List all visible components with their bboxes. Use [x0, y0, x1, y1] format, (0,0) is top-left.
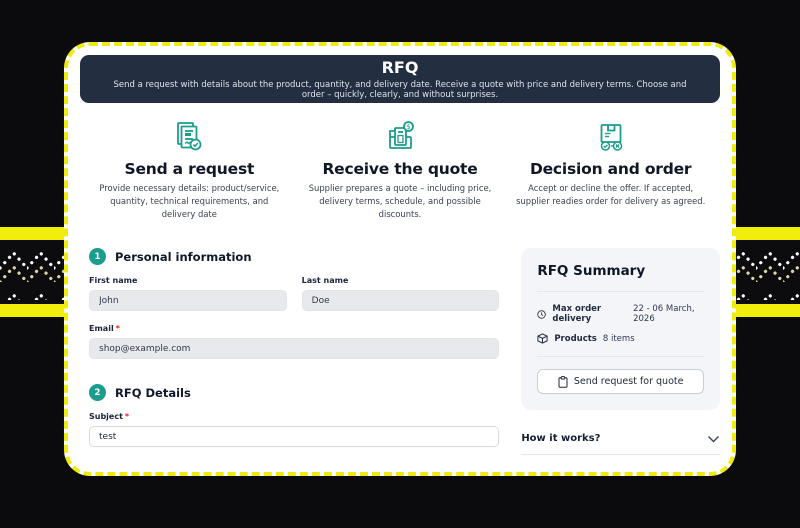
- package-icon: [537, 333, 548, 344]
- how-it-works-accordion[interactable]: How it works?: [521, 433, 720, 456]
- last-name-input[interactable]: [301, 290, 500, 312]
- summary-row-value: 22 - 06 March, 2026: [633, 304, 695, 325]
- first-name-input[interactable]: [89, 290, 287, 312]
- document-check-icon: [177, 122, 202, 151]
- summary-row-delivery: Max order delivery 22 - 06 March, 2026: [537, 304, 704, 324]
- required-marker: *: [115, 324, 120, 334]
- chevron-down-icon: [708, 435, 719, 443]
- divider: [537, 291, 704, 293]
- last-name-label: Last name: [301, 276, 349, 286]
- clock-icon: [537, 309, 547, 319]
- rfq-summary-card: RFQ Summary Max order delivery 22 - 06 M…: [521, 248, 720, 411]
- summary-row-label: Products: [554, 333, 597, 344]
- sidebar: RFQ Summary Max order delivery 22 - 06 M…: [521, 248, 720, 456]
- rfq-header-banner: RFQ Send a request with details about th…: [80, 55, 720, 103]
- section-rfq-details: 2 RFQ Details: [89, 384, 499, 402]
- summary-row-label: Max order delivery: [552, 304, 602, 325]
- step-description: Accept or decline the offer. If accepted…: [516, 183, 706, 207]
- step-title: Send a request: [124, 160, 255, 178]
- steps-row: Send a request Provide necessary details…: [80, 119, 720, 221]
- step-decision-order: Decision and order Accept or decline the…: [505, 119, 716, 221]
- summary-row-products: Products 8 items: [537, 333, 704, 344]
- email-input[interactable]: [89, 338, 500, 360]
- subject-field-group: Subject *: [89, 412, 500, 448]
- section-title: RFQ Details: [115, 385, 191, 400]
- first-name-label: First name: [89, 276, 138, 286]
- summary-row-value: 8 items: [602, 333, 635, 344]
- section-title: Personal information: [115, 249, 252, 264]
- svg-text:$: $: [406, 123, 410, 131]
- section-number-badge: 2: [89, 384, 106, 402]
- quote-price-icon: $: [389, 121, 414, 149]
- send-request-for-quote-button[interactable]: Send request for quote: [537, 369, 704, 395]
- page-subtitle: Send a request with details about the pr…: [113, 80, 687, 101]
- divider: [537, 356, 704, 358]
- section-number-badge: 1: [89, 248, 106, 266]
- rfq-card: RFQ Send a request with details about th…: [64, 42, 736, 476]
- rfq-form: 1 Personal information First name Last n…: [89, 248, 500, 455]
- button-label: Send request for quote: [573, 376, 684, 388]
- email-field-group: Email *: [89, 324, 500, 360]
- step-send-request: Send a request Provide necessary details…: [84, 119, 295, 221]
- first-name-field-group: First name: [89, 276, 287, 312]
- step-title: Receive the quote: [322, 160, 478, 178]
- step-title: Decision and order: [529, 160, 692, 178]
- step-description: Provide necessary details: product/servi…: [99, 183, 280, 220]
- package-decision-icon: [600, 124, 622, 151]
- how-it-works-label: How it works?: [521, 433, 601, 445]
- page-title: RFQ: [381, 57, 419, 77]
- step-description: Supplier prepares a quote – including pr…: [308, 183, 492, 220]
- clipboard-icon: [558, 375, 568, 388]
- required-marker: *: [124, 412, 130, 422]
- main-content: 1 Personal information First name Last n…: [80, 248, 720, 456]
- subject-label: Subject: [89, 412, 123, 422]
- section-personal-information: 1 Personal information: [89, 248, 499, 266]
- email-label: Email: [89, 324, 114, 334]
- last-name-field-group: Last name: [301, 276, 500, 312]
- subject-input[interactable]: [89, 426, 500, 448]
- summary-title: RFQ Summary: [537, 263, 646, 280]
- step-receive-quote: $ Receive the quote Supplier prepares a …: [295, 119, 506, 221]
